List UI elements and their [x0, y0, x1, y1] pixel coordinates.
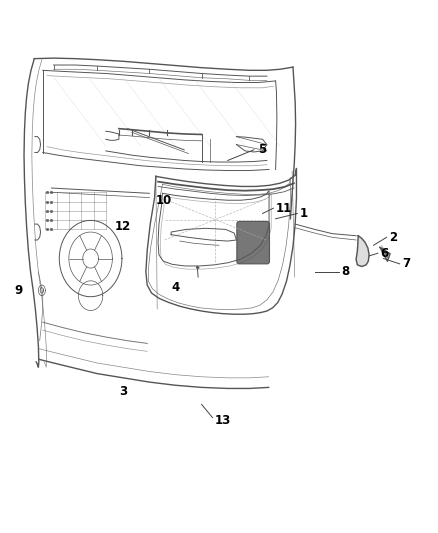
Polygon shape	[380, 247, 390, 261]
Text: 7: 7	[402, 257, 410, 270]
Text: 9: 9	[14, 284, 23, 297]
Text: 13: 13	[215, 414, 231, 427]
Text: 12: 12	[115, 220, 131, 233]
Text: 8: 8	[341, 265, 349, 278]
Text: 10: 10	[156, 193, 172, 207]
Text: 1: 1	[300, 207, 307, 220]
Text: 6: 6	[380, 247, 388, 260]
Text: 3: 3	[119, 385, 127, 398]
Text: 11: 11	[276, 201, 292, 215]
Text: 4: 4	[171, 281, 180, 294]
Text: 5: 5	[258, 143, 266, 156]
Text: 2: 2	[389, 231, 397, 244]
FancyBboxPatch shape	[237, 221, 269, 264]
Polygon shape	[356, 236, 369, 266]
